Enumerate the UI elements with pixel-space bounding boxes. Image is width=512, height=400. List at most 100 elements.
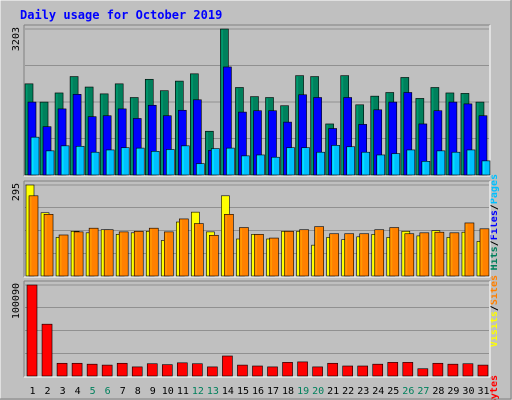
bar-kbytes-day-21 (327, 362, 338, 377)
bar-kbytes-day-6 (101, 364, 113, 377)
bar-sites-day-15 (239, 227, 249, 277)
bar-pages-day-9 (150, 150, 160, 176)
bar-sites-day-17 (269, 237, 279, 277)
bar-pages-day-18 (286, 147, 295, 176)
panel-frame (24, 281, 490, 377)
bar-pages-day-8 (135, 147, 145, 176)
x-tick-label-day-19: 19 (297, 386, 309, 397)
bar-kbytes-day-20 (312, 366, 323, 377)
x-tick-label-day-25: 25 (387, 386, 399, 397)
bar-pages-day-15 (241, 155, 250, 176)
bar-pages-day-23 (361, 151, 371, 176)
bar-sites-day-12 (194, 223, 204, 277)
bar-pages-day-1 (30, 136, 40, 176)
bar-sites-day-6 (103, 229, 114, 277)
legend-hits: Hits (488, 246, 500, 270)
x-tick-label-day-20: 20 (312, 386, 324, 397)
bar-kbytes-day-25 (387, 362, 399, 377)
bar-pages-day-12 (196, 163, 205, 176)
bar-pages-day-29 (451, 151, 461, 176)
x-tick-label-day-11: 11 (177, 386, 189, 397)
x-tick-label-day-15: 15 (237, 386, 249, 397)
bar-kbytes-day-2 (41, 323, 53, 377)
bar-sites-day-1 (28, 195, 39, 277)
bar-sites-day-26 (404, 233, 415, 277)
bar-pages-day-26 (406, 149, 416, 176)
x-tick-label-day-24: 24 (372, 386, 384, 397)
y-tick-label: 3203 (11, 27, 22, 51)
bar-sites-day-21 (329, 233, 339, 277)
x-tick-label-day-30: 30 (462, 386, 474, 397)
bar-kbytes-day-17 (267, 366, 278, 377)
x-tick-label-day-2: 2 (45, 386, 51, 397)
x-tick-label-day-21: 21 (327, 386, 339, 397)
bar-kbytes-day-3 (56, 362, 68, 377)
x-tick-label-day-22: 22 (342, 386, 354, 397)
x-tick-label-day-12: 12 (192, 386, 204, 397)
legend-visits: Visits (488, 311, 500, 347)
bar-pages-day-14 (226, 147, 235, 176)
x-tick-label-day-8: 8 (135, 386, 141, 397)
y-axis-series-label: Hits/Files/Pages (488, 174, 500, 270)
bar-kbytes-day-19 (297, 361, 308, 377)
bar-kbytes-day-13 (207, 366, 218, 377)
x-tick-label-day-23: 23 (357, 386, 369, 397)
bar-pages-day-27 (421, 161, 431, 176)
bar-sites-day-11 (179, 218, 189, 277)
bar-pages-day-17 (271, 156, 280, 176)
bar-kbytes-day-23 (357, 365, 369, 377)
x-axis-day-labels: 1 2 3 4 5 6 7 8 9 10 11 12 13 14 15 16 17 18 19 20 21 22 23 24 2… (30, 386, 490, 397)
bar-kbytes-day-16 (252, 365, 263, 377)
bar-kbytes-day-10 (161, 364, 173, 377)
x-tick-label-day-6: 6 (105, 386, 111, 397)
bar-kbytes-day-24 (372, 363, 384, 377)
y-tick-label: 100090 (11, 283, 22, 319)
legend-kbytes: KBytes (489, 375, 500, 400)
bar-kbytes-day-12 (192, 363, 203, 377)
bar-kbytes-day-28 (432, 362, 444, 377)
x-tick-label-day-26: 26 (402, 386, 414, 397)
bar-kbytes-day-1 (26, 284, 38, 377)
x-tick-label-day-3: 3 (60, 386, 66, 397)
panel-visits-sites: 295 Visits/Sites (11, 180, 500, 347)
x-tick-label-day-29: 29 (447, 386, 459, 397)
x-tick-label-day-18: 18 (282, 386, 294, 397)
bar-kbytes-day-14 (222, 355, 233, 377)
bar-sites-day-14 (224, 214, 234, 277)
bar-pages-day-13 (211, 148, 220, 176)
bar-sites-day-22 (344, 233, 354, 277)
bar-kbytes-day-9 (146, 363, 158, 377)
y-axis-series-label: KBytes (489, 375, 500, 400)
bar-kbytes-day-7 (116, 362, 128, 377)
bar-sites-day-16 (254, 234, 264, 277)
bar-sites-day-23 (359, 233, 370, 277)
bar-sites-day-4 (73, 231, 84, 277)
bar-pages-day-3 (60, 145, 70, 176)
bar-sites-day-5 (88, 227, 99, 277)
panel-hits-files-pages: 3203 Hits/Files/Pages (11, 24, 500, 270)
x-tick-label-day-17: 17 (267, 386, 279, 397)
bar-kbytes-day-18 (282, 362, 293, 377)
bar-sites-day-7 (118, 231, 129, 277)
bar-pages-day-2 (45, 150, 55, 176)
bar-pages-day-30 (466, 149, 476, 176)
bar-pages-day-21 (331, 145, 340, 176)
x-tick-label-day-10: 10 (162, 386, 174, 397)
x-tick-label-day-14: 14 (222, 386, 234, 397)
bar-sites-day-24 (374, 229, 385, 277)
bar-pages-day-19 (301, 147, 310, 176)
bar-sites-day-29 (449, 232, 460, 277)
x-tick-label-day-9: 9 (150, 386, 156, 397)
legend-sites: Sites (488, 275, 500, 305)
bar-kbytes-day-22 (342, 365, 353, 377)
bar-pages-day-31 (481, 160, 491, 176)
chart-panels: 3203 Hits/Files/Pages295Visits/Sites10009… (11, 24, 500, 400)
x-tick-label-day-28: 28 (432, 386, 444, 397)
bar-pages-day-25 (391, 153, 401, 176)
bar-kbytes-day-11 (177, 362, 188, 377)
bar-sites-day-8 (133, 230, 144, 277)
bar-sites-day-20 (314, 226, 324, 277)
bar-kbytes-day-4 (71, 362, 83, 377)
x-tick-label-day-27: 27 (417, 386, 429, 397)
